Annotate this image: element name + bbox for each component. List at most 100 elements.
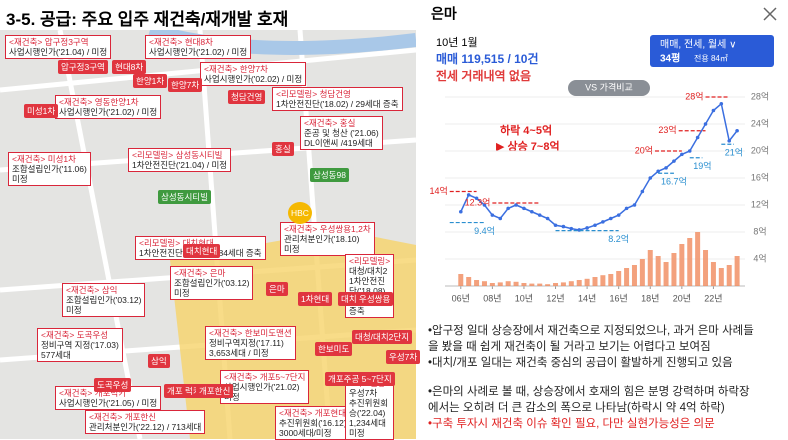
callout-line: <재건축> 도곡우성 <box>41 330 109 340</box>
price-point <box>585 226 589 230</box>
callout-line: 3,653세대 / 미정 <box>209 348 269 358</box>
callout-line: 미정 <box>284 244 300 254</box>
callout: <재건축> 압구정3구역 사업시행인가('21.04) / 미정 <box>5 35 112 59</box>
callout-line: 조합설립인가('03.12) <box>174 278 250 288</box>
volume-bar <box>608 274 614 286</box>
place-label: HBC <box>288 202 312 224</box>
place-label: 삼성동98 <box>310 168 349 182</box>
price-point <box>530 209 534 214</box>
volume-bar <box>458 274 464 286</box>
callout-line: 사업시행인가('21.02) <box>224 382 300 392</box>
volume-bar <box>466 277 472 286</box>
price-point <box>727 139 732 143</box>
callout: <재건축> 우성쌍용1,2차 관리처분인가('18.10) 미정 <box>280 222 375 256</box>
place-label: 청담건영 <box>228 90 266 104</box>
callout-line: <재건축> 개포현대1차 <box>279 408 359 418</box>
volume-bar <box>497 282 503 286</box>
x-tick-label: 20년 <box>673 293 691 303</box>
x-tick-label: 14년 <box>578 293 596 303</box>
bullet: 에서는 오히려 더 큰 감소의 폭으로 나타남(하락시 약 4억 하락) <box>428 402 725 414</box>
volume-bar <box>568 281 574 286</box>
callout-line: 조합설립인가('11.06) <box>12 164 87 174</box>
callout-line: <재건축> 한양7차 <box>204 64 268 74</box>
place-label: 도곡우성 <box>94 378 132 392</box>
callout-line: 추진위원회('16.12) <box>279 418 347 428</box>
callout-line: <재건축> 홍실 <box>304 118 356 128</box>
volume-bar <box>710 262 716 286</box>
callout: <재건축> 삼익 조합설립인가('03.12) 미정 <box>62 283 146 317</box>
callout-line: 사업시행인가('21.02) / 미정 <box>149 47 248 57</box>
place-label: 미성1차 <box>24 104 59 118</box>
price-point <box>711 108 716 113</box>
size: 34평 <box>660 52 680 65</box>
volume-bar <box>703 250 709 286</box>
price-point <box>624 206 629 211</box>
y-tick-label: 16억 <box>751 171 769 182</box>
price-point <box>522 206 526 211</box>
callout-line: <재건축> 미성1차 <box>12 154 76 164</box>
callout: <재건축> 한양7차 사업시행인가('02.02) / 미정 <box>200 62 307 86</box>
x-tick-label: 18년 <box>641 293 659 303</box>
price-point <box>545 216 550 221</box>
price-point <box>569 226 574 231</box>
callout: <재건축> 개포한신 관리처분인가('22.12) / 713세대 <box>85 410 206 434</box>
note: 하락 4~5억 <box>500 123 552 137</box>
callout-line: <리모델링> 대치현대 <box>139 238 214 248</box>
callout-line: 관리처분인가('18.10) <box>284 234 360 244</box>
callout-line: 미정 <box>224 392 305 402</box>
slide-title: 3-5. 공급: 주요 입주 재건축/재개발 호재 <box>6 10 289 29</box>
price-point <box>466 193 471 197</box>
apt-name: 은마 <box>431 6 457 22</box>
volume-bar <box>489 283 495 286</box>
y-tick-label: 12억 <box>751 198 769 209</box>
price-point <box>616 213 621 217</box>
close-icon[interactable] <box>763 7 777 21</box>
callout-line: DL이앤씨 /419세대 <box>304 138 373 148</box>
callout-line: <리모델링> 청담건영 <box>276 89 351 99</box>
filter: 매매, 전세, 월세 ∨ <box>660 39 736 51</box>
place-label: 개포주공 5~7단지 <box>325 372 395 386</box>
callout-line: <재건축> 압구정3구역 <box>9 37 89 47</box>
place-label: 현대8차 <box>112 60 147 74</box>
callout: <재건축> 현대8차 사업시행인가('21.02) / 미정 <box>145 35 252 59</box>
place-label: 한양7차 <box>168 78 203 92</box>
callout-line: 증축 <box>349 306 365 316</box>
volume-bar <box>726 265 732 286</box>
annotation-label: 20억 <box>635 144 653 155</box>
volume-bar <box>671 253 677 286</box>
bullet: •대치/개포 일대는 재건축 중심의 공급이 활발하게 진행되고 있음 <box>428 357 733 369</box>
price-point <box>656 169 660 174</box>
place-label: 한양1차 <box>133 74 168 88</box>
price-point <box>687 149 692 153</box>
x-tick-label: 22년 <box>704 293 722 303</box>
place-label: 삼성동시티빌 <box>158 190 211 204</box>
callout-line: 미정 <box>349 428 365 438</box>
compare-button[interactable] <box>568 80 650 96</box>
callout-line: 우성7차 <box>349 388 378 398</box>
price-point <box>735 128 739 133</box>
price-point <box>680 152 684 157</box>
volume-bar <box>624 268 630 286</box>
annotation-label: 8.2억 <box>608 233 629 244</box>
callout-line: <재건축> 은마 <box>174 268 226 278</box>
callout: <리모델링> 삼성동시티빌 1차안전진단('21.04) / 미정 <box>128 148 232 172</box>
callout-line: 3000세대/미정 <box>279 428 332 438</box>
price-point <box>537 213 542 217</box>
bullet: •압구정 일대 상승장에서 재건축으로 지정되었으나, 과거 은마 사례들 <box>428 325 754 337</box>
place-label: 개포한신 <box>196 384 234 398</box>
annotation-label: 19억 <box>693 160 711 171</box>
place-label: 삼익 <box>148 354 170 368</box>
volume-bar <box>537 283 543 286</box>
callout-line: <재건축> 개포5~7단지 <box>224 372 306 382</box>
filter-button[interactable] <box>650 35 774 67</box>
callout-line: 1차안전진단('18.02) / 29세대 증축 <box>276 99 399 109</box>
callout-line: 조합설립인가('03.12) <box>66 295 142 305</box>
place-label: 우성7차 <box>386 350 421 364</box>
bullet: •은마의 사례로 볼 때, 상승장에서 호재의 힘은 분명 강력하며 하락장 <box>428 386 750 398</box>
callout-line: 1,234세대 <box>349 418 386 428</box>
price-point <box>514 203 518 207</box>
callout-line: 정비구역지정('17.11) <box>209 338 284 348</box>
callout-line: 사업시행인가('21.02) / 미정 <box>59 107 158 117</box>
callout-line: <재건축> 영동한양1차 <box>59 97 139 107</box>
volume-bar <box>560 282 566 286</box>
